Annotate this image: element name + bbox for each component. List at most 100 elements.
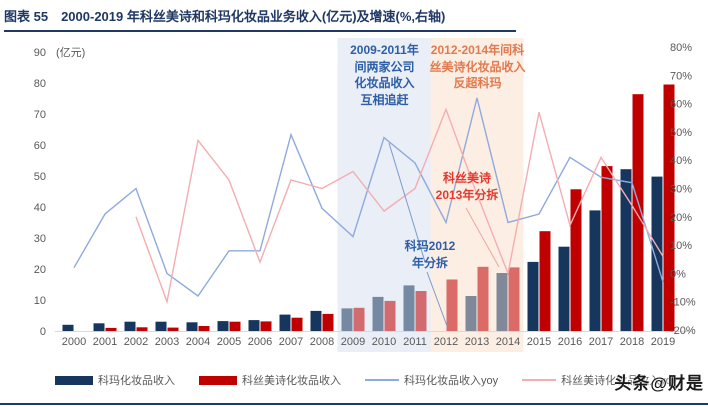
right-tick-70: 70% [670,70,692,82]
x-tick-2005: 2005 [217,336,241,348]
right-tick-80: 80% [670,42,692,54]
bar-cosmax-2011 [415,291,427,331]
bar-korma-2010 [372,296,384,331]
figure-number: 图表 55 [4,9,49,24]
x-tick-2008: 2008 [310,336,334,348]
bar-cosmax-2005 [229,321,241,331]
x-tick-2011: 2011 [403,336,427,348]
bar-korma-2016 [558,246,570,331]
left-axis-unit: (亿元) [56,46,85,59]
x-tick-2009: 2009 [341,336,365,348]
figure-title-text: 2000-2019 年科丝美诗和科玛化妆品业务收入(亿元)及增速(%,右轴) [61,9,446,24]
bar-cosmax-2003 [167,327,179,331]
bar-cosmax-2013 [477,266,489,331]
bar-cosmax-2016 [570,189,582,331]
annotation-korma-2012-split: 科玛2012 年分拆 [404,239,456,270]
bar-korma-2004 [186,322,198,331]
bar-korma-2000 [62,324,74,331]
annotation-2012-2014-overtake: 2012-2014年间科 丝美诗化妆品收入 反超科玛 [429,43,526,90]
bar-korma-2019 [651,176,663,331]
x-tick-2002: 2002 [124,336,148,348]
bar-korma-2007 [279,314,291,331]
x-tick-2007: 2007 [279,336,303,348]
bar-korma-2001 [93,323,105,332]
annotation-cosmax-2013-split: 科丝美诗 2013年分拆 [435,171,499,202]
x-tick-2018: 2018 [620,336,644,348]
right-tick-20: 20% [670,212,692,224]
chart-legend: 科玛化妆品收入 科丝美诗化妆品收入 科玛化妆品收入yoy 科丝美诗化妆品收入yo… [55,372,677,388]
x-tick-2000: 2000 [62,336,86,348]
legend-item-cosmax-revenue: 科丝美诗化妆品收入 [199,372,341,388]
bar-cosmax-2010 [384,300,396,331]
bar-cosmax-2009 [353,307,365,332]
x-tick-2019: 2019 [651,336,675,348]
bar-cosmax-2001 [105,327,117,331]
right-tick-40: 40% [670,155,692,167]
x-tick-2017: 2017 [589,336,613,348]
highlight-region-2009-2011 [337,38,431,352]
bar-cosmax-2007 [291,317,303,331]
right-tick-30: 30% [670,184,692,196]
x-tick-2015: 2015 [527,336,551,348]
figure-title: 图表 55 2000-2019 年科丝美诗和科玛化妆品业务收入(亿元)及增速(%,… [4,6,516,32]
cosmax-line-swatch-icon [522,379,557,381]
left-tick-20: 20 [34,264,46,276]
x-tick-2001: 2001 [93,336,117,348]
legend-item-korma-yoy: 科玛化妆品收入yoy [365,372,498,388]
bar-korma-2014 [496,273,508,331]
right-tick--10: -10% [670,297,696,309]
leader-korma-split [426,271,448,327]
bar-cosmax-2015 [539,231,551,331]
x-tick-2012: 2012 [434,336,458,348]
cosmax-bar-swatch-icon [199,375,237,385]
korma-line-swatch-icon [365,379,399,381]
right-tick-60: 60% [670,99,692,111]
leader-cosmax-split [465,207,500,268]
bar-cosmax-2004 [198,326,210,331]
x-tick-2014: 2014 [496,336,520,348]
left-tick-50: 50 [34,171,46,183]
bar-korma-2011 [403,285,415,331]
x-tick-2016: 2016 [558,336,582,348]
watermark: 头条@财是 [614,374,704,393]
bar-cosmax-2002 [136,327,148,331]
legend-item-cosmax-yoy: 科丝美诗化妆品收入yoy [522,372,677,388]
bar-cosmax-2012 [446,279,458,331]
left-tick-90: 90 [34,47,46,59]
left-tick-30: 30 [34,233,46,245]
right-tick-0: 0% [670,268,686,280]
left-tick-60: 60 [34,140,46,152]
bar-cosmax-2018 [632,94,644,331]
left-tick-0: 0 [40,326,46,338]
bar-korma-2017 [589,210,601,331]
left-tick-80: 80 [34,78,46,90]
bar-cosmax-2017 [601,166,613,331]
x-tick-2003: 2003 [155,336,179,348]
x-tick-2010: 2010 [372,336,396,348]
bar-cosmax-2008 [322,313,334,331]
bar-korma-2003 [155,321,167,331]
x-tick-2004: 2004 [186,336,210,348]
korma-bar-swatch-icon [55,375,93,385]
bar-korma-2002 [124,321,136,331]
bar-korma-2013 [465,296,477,331]
bar-korma-2009 [341,308,353,331]
left-tick-10: 10 [34,295,46,307]
left-tick-70: 70 [34,109,46,121]
bar-korma-2018 [620,169,632,331]
bar-korma-2008 [310,310,322,331]
x-tick-2013: 2013 [465,336,489,348]
bar-cosmax-2019 [663,84,675,331]
right-tick--20: -20% [670,325,696,337]
annotation-2009-2011-race: 2009-2011年 间两家公司 化妆品收入 互相追赶 [350,43,419,107]
left-tick-40: 40 [34,202,46,214]
bar-korma-2005 [217,321,229,331]
yoy-line-cosmax [135,107,664,305]
bottom-rule [0,402,708,405]
bar-korma-2006 [248,320,260,331]
x-tick-2006: 2006 [248,336,272,348]
bar-cosmax-2014 [508,267,520,331]
right-tick-50: 50% [670,127,692,139]
